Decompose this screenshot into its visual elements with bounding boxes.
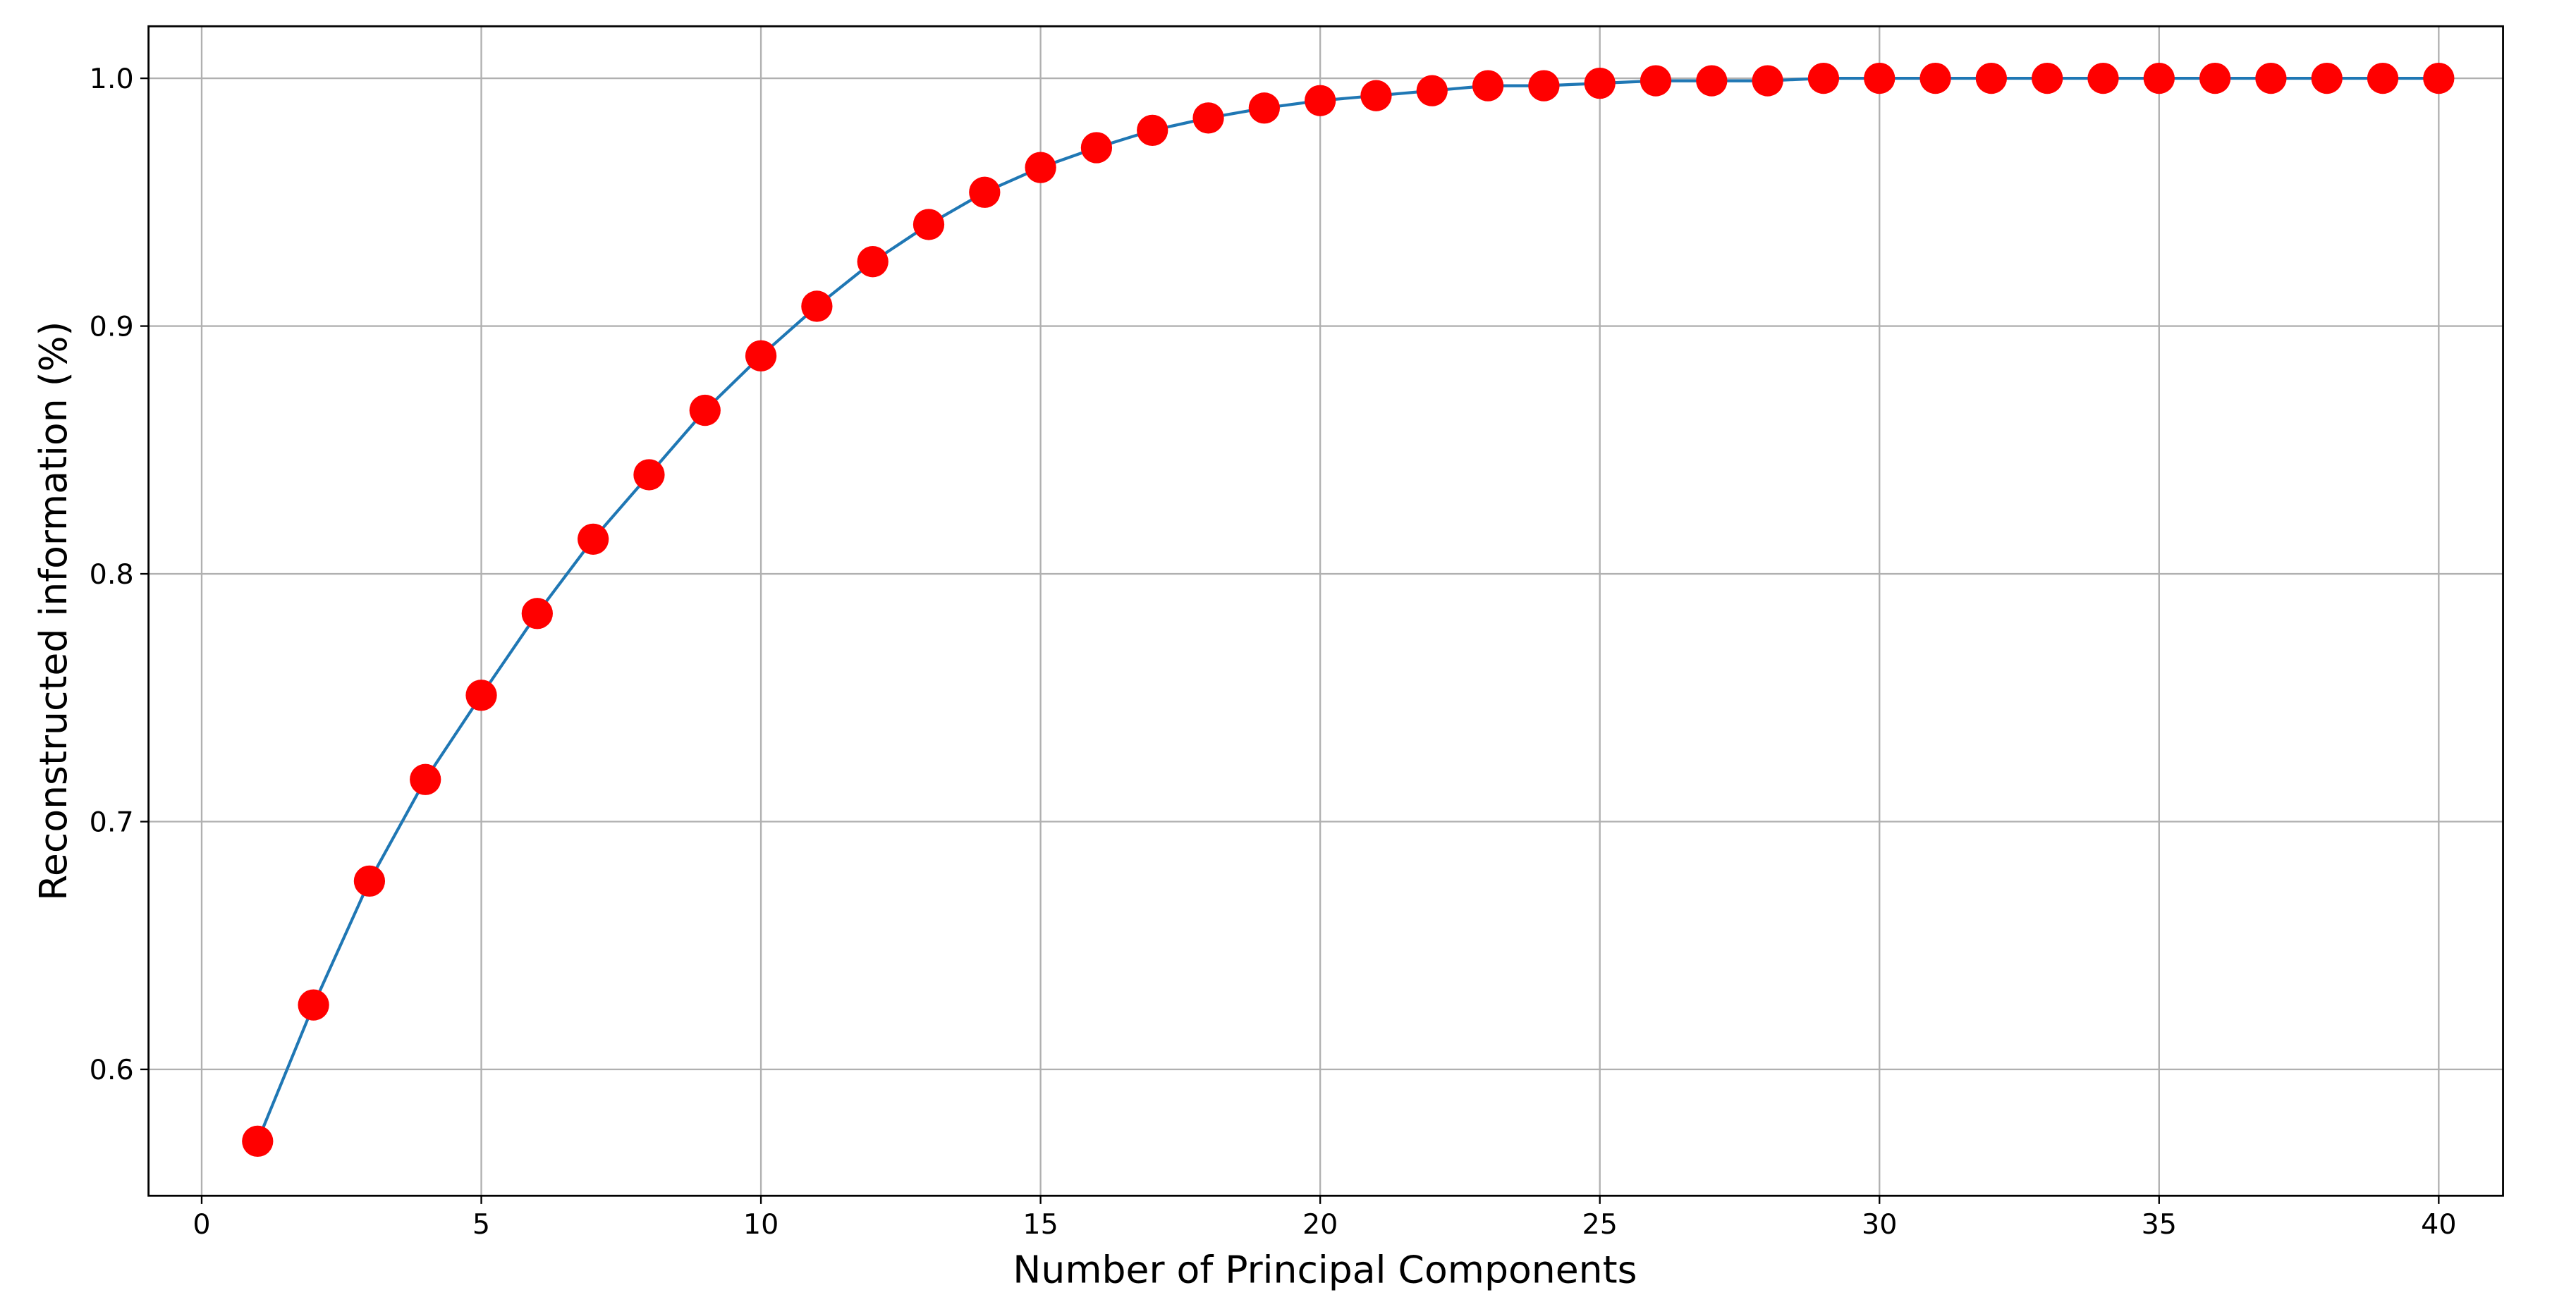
point <box>1416 75 1448 106</box>
point <box>2143 62 2175 94</box>
y-tick-label: 0.9 <box>90 311 134 343</box>
point <box>1192 102 1224 134</box>
y-tick-label: 0.7 <box>90 806 134 838</box>
x-tick-label: 10 <box>743 1208 779 1241</box>
point <box>2199 62 2231 94</box>
point <box>1025 152 1056 183</box>
point <box>801 290 833 322</box>
point <box>465 680 497 711</box>
y-tick-label: 0.6 <box>90 1054 134 1086</box>
point <box>1919 62 1951 94</box>
point <box>969 176 1001 208</box>
point <box>1807 62 1840 94</box>
point <box>1640 65 1672 97</box>
point <box>857 246 889 278</box>
x-tick-label: 0 <box>193 1208 210 1241</box>
x-tick-label: 40 <box>2421 1208 2456 1241</box>
point <box>242 1125 274 1158</box>
point <box>633 459 665 491</box>
point <box>521 598 553 630</box>
point <box>1248 92 1280 124</box>
point <box>2032 62 2063 94</box>
x-tick-label: 30 <box>1862 1208 1897 1241</box>
point <box>578 523 609 555</box>
point <box>745 340 777 372</box>
line <box>256 76 2439 1142</box>
point <box>2423 62 2455 94</box>
point <box>410 763 441 795</box>
point <box>1975 62 2007 94</box>
point <box>689 394 721 426</box>
point <box>912 209 945 240</box>
point <box>1864 62 1896 94</box>
y-tick-label: 0.8 <box>90 558 134 591</box>
point <box>1696 65 1728 97</box>
point <box>1528 70 1560 102</box>
plot-frame <box>147 25 2504 1197</box>
point <box>2367 62 2399 94</box>
point <box>2255 62 2287 94</box>
point <box>298 989 329 1021</box>
x-tick-label: 20 <box>1302 1208 1338 1241</box>
x-tick-label: 15 <box>1023 1208 1058 1241</box>
x-axis-label: Number of Principal Components <box>1013 1248 1637 1292</box>
point <box>2311 62 2343 94</box>
y-axis-label: Reconstructed information (%) <box>31 321 75 901</box>
point <box>1080 132 1113 164</box>
point <box>2087 62 2119 94</box>
point <box>1137 114 1168 147</box>
point <box>1305 85 1336 116</box>
x-tick-label: 35 <box>2142 1208 2177 1241</box>
point <box>1360 80 1392 111</box>
x-tick-label: 25 <box>1582 1208 1617 1241</box>
point <box>1752 65 1783 97</box>
point <box>1584 67 1616 99</box>
point <box>1472 70 1504 102</box>
x-tick-label: 5 <box>472 1208 490 1241</box>
y-tick-label: 1.0 <box>90 63 134 95</box>
point <box>353 865 386 897</box>
